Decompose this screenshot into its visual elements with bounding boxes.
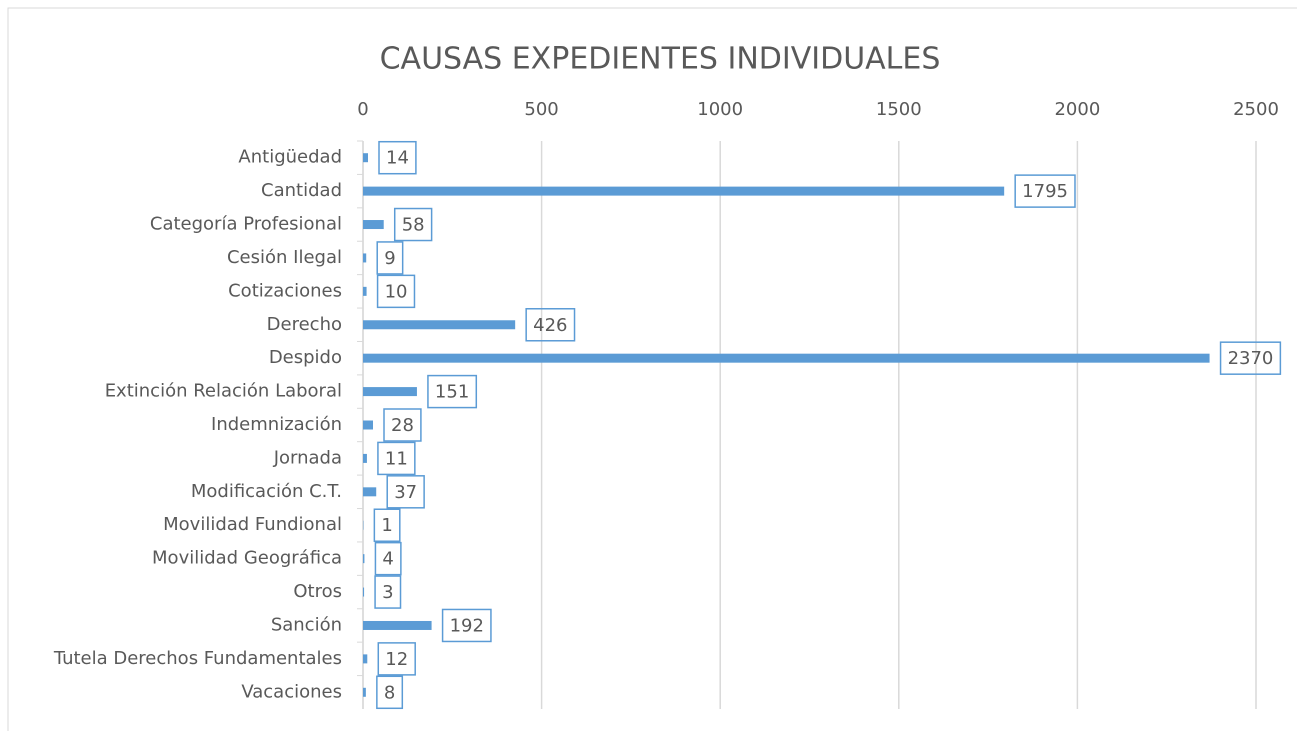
y-tick-label: Modificación C.T. bbox=[191, 481, 342, 502]
data-label: 2370 bbox=[1228, 348, 1274, 369]
data-label-box bbox=[376, 274, 416, 309]
y-tick-label: Cotizaciones bbox=[228, 280, 342, 301]
y-tick-label: Categoría Profesional bbox=[150, 214, 342, 235]
data-label: 151 bbox=[435, 382, 469, 403]
data-label-box bbox=[378, 140, 417, 175]
data-label-box bbox=[386, 475, 425, 509]
y-tick-label: Otros bbox=[293, 581, 342, 602]
x-tick-label: 2500 bbox=[1233, 99, 1279, 120]
data-label: 37 bbox=[394, 482, 417, 503]
bar bbox=[363, 654, 368, 664]
data-label-box bbox=[376, 241, 404, 275]
bar bbox=[363, 453, 367, 463]
bar bbox=[363, 286, 367, 296]
bar bbox=[363, 253, 367, 263]
bar bbox=[363, 186, 1005, 196]
data-label-box bbox=[383, 408, 422, 442]
bar bbox=[363, 420, 374, 430]
x-tick-label: 500 bbox=[524, 99, 558, 120]
bar bbox=[363, 620, 432, 630]
data-label-box bbox=[376, 675, 404, 710]
y-tick-label: Jornada bbox=[273, 447, 342, 468]
data-label: 12 bbox=[385, 649, 408, 670]
bar bbox=[363, 387, 417, 397]
bar bbox=[363, 587, 365, 597]
x-tick-label: 0 bbox=[357, 99, 368, 120]
data-label: 1795 bbox=[1022, 181, 1068, 202]
x-tick-label: 2000 bbox=[1054, 99, 1100, 120]
x-tick-label: 1000 bbox=[697, 99, 743, 120]
y-tick-label: Movilidad Geográfica bbox=[152, 548, 342, 569]
data-label-box bbox=[1014, 174, 1076, 208]
chart-border bbox=[7, 7, 1297, 731]
data-label: 192 bbox=[450, 615, 484, 636]
data-label-box bbox=[374, 541, 402, 576]
data-label-box bbox=[525, 308, 576, 342]
data-label-box bbox=[377, 441, 416, 476]
data-label: 1 bbox=[381, 515, 392, 536]
data-label-box bbox=[377, 642, 416, 676]
data-label: 11 bbox=[385, 448, 408, 469]
data-label: 58 bbox=[402, 215, 425, 236]
data-label-box bbox=[374, 575, 402, 609]
data-label-box bbox=[441, 608, 492, 643]
y-tick-label: Cesión Ilegal bbox=[227, 247, 342, 268]
y-tick-label: Vacaciones bbox=[241, 681, 342, 702]
y-tick-label: Tutela Derechos Fundamentales bbox=[53, 648, 342, 669]
data-label: 426 bbox=[533, 315, 567, 336]
bar bbox=[363, 320, 516, 330]
y-tick-label: Cantidad bbox=[261, 180, 342, 201]
chart-title: CAUSAS EXPEDIENTES INDIVIDUALES bbox=[380, 42, 941, 77]
data-label: 8 bbox=[384, 682, 395, 703]
data-label: 28 bbox=[391, 415, 414, 436]
y-tick-label: Antigüedad bbox=[238, 147, 342, 168]
data-label-box bbox=[1219, 341, 1282, 375]
bar bbox=[363, 554, 365, 564]
y-tick-label: Sanción bbox=[271, 614, 342, 635]
data-label: 4 bbox=[382, 549, 393, 570]
y-tick-label: Despido bbox=[269, 347, 342, 368]
x-tick-label: 1500 bbox=[876, 99, 922, 120]
bar bbox=[363, 687, 366, 697]
data-label-box bbox=[393, 207, 433, 242]
data-label: 14 bbox=[386, 148, 409, 169]
bar bbox=[363, 153, 369, 163]
data-label: 10 bbox=[385, 281, 408, 302]
y-tick-label: Indemnización bbox=[211, 414, 342, 435]
bar bbox=[363, 353, 1210, 363]
data-label-box bbox=[427, 374, 478, 409]
y-tick-label: Movilidad Fundional bbox=[163, 514, 342, 535]
data-label: 9 bbox=[384, 248, 395, 269]
data-label-box bbox=[373, 508, 401, 542]
data-label: 3 bbox=[382, 582, 393, 603]
bar bbox=[363, 487, 377, 497]
y-tick-label: Derecho bbox=[267, 314, 342, 335]
bar bbox=[363, 220, 384, 230]
y-tick-label: Extinción Relación Laboral bbox=[105, 381, 342, 402]
